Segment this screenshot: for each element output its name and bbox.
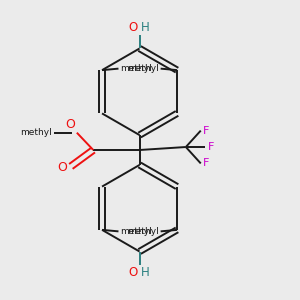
Text: methyl: methyl (127, 227, 158, 236)
Text: O: O (129, 21, 138, 34)
Text: methyl: methyl (127, 64, 158, 73)
Text: O: O (65, 118, 75, 131)
Text: O: O (57, 161, 67, 174)
Text: O: O (129, 266, 138, 279)
Text: methyl: methyl (20, 128, 52, 137)
Text: methyl: methyl (121, 227, 152, 236)
Text: F: F (203, 158, 209, 168)
Text: F: F (208, 142, 214, 152)
Text: H: H (141, 266, 150, 279)
Text: methyl: methyl (121, 64, 152, 73)
Text: H: H (141, 21, 150, 34)
Text: F: F (203, 126, 209, 136)
